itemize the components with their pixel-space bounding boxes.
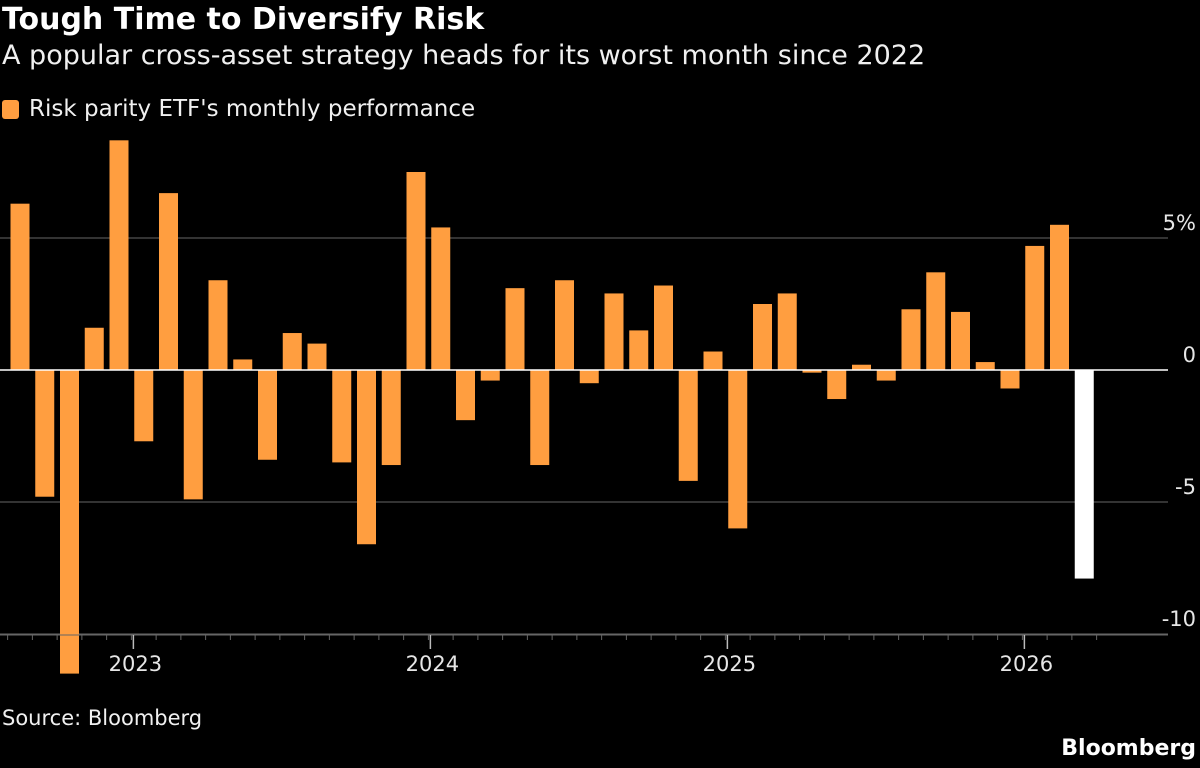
- bar: [555, 280, 574, 370]
- bar: [35, 370, 55, 497]
- bar: [505, 288, 525, 370]
- bar: [332, 370, 352, 463]
- y-tick-label: 0: [1183, 343, 1196, 367]
- bar: [926, 272, 946, 370]
- bar: [233, 359, 253, 370]
- legend-swatch: [2, 99, 19, 119]
- x-tick-label: 2023: [109, 652, 162, 676]
- bar: [876, 370, 896, 381]
- y-tick-label: -5: [1175, 475, 1196, 499]
- bar: [84, 327, 104, 370]
- bar: [357, 370, 376, 545]
- bar: [183, 370, 203, 500]
- legend-label: Risk parity ETF's monthly performance: [29, 96, 476, 122]
- bar: [728, 370, 748, 529]
- bar: [1050, 224, 1069, 370]
- bar: [1074, 370, 1094, 579]
- y-tick-label: -10: [1162, 607, 1196, 631]
- x-tick-label: 2024: [406, 652, 459, 676]
- brand-logo: Bloomberg: [1061, 736, 1196, 761]
- bar: [109, 140, 129, 370]
- bar: [159, 193, 178, 370]
- bar: [480, 370, 500, 381]
- bar: [654, 285, 673, 370]
- y-tick-label: 5%: [1163, 211, 1196, 235]
- bar: [1000, 370, 1020, 389]
- bar: [208, 280, 228, 370]
- bar: [951, 311, 970, 370]
- bar: [10, 203, 30, 370]
- bar: [456, 370, 475, 421]
- bar: [901, 309, 921, 370]
- chart-subtitle: A popular cross-asset strategy heads for…: [2, 40, 926, 71]
- bar: [134, 370, 154, 442]
- bar: [678, 370, 698, 481]
- bar: [307, 343, 327, 370]
- chart-title: Tough Time to Diversify Risk: [2, 2, 485, 37]
- legend: Risk parity ETF's monthly performance: [2, 96, 475, 122]
- bar: [60, 370, 79, 674]
- bar: [258, 370, 277, 460]
- x-tick-label: 2025: [703, 652, 756, 676]
- bar: [629, 330, 649, 370]
- bar: [703, 351, 723, 370]
- bar: [1025, 245, 1045, 370]
- source-note: Source: Bloomberg: [2, 706, 203, 730]
- bar: [431, 227, 451, 370]
- bar-chart: 5% 0 -5 -10 2023 2024 2025 2026: [0, 140, 1196, 676]
- bar: [852, 364, 871, 370]
- bar: [406, 172, 426, 370]
- bar: [827, 370, 847, 400]
- bar: [530, 370, 550, 466]
- bar: [381, 370, 401, 466]
- x-tick-label: 2026: [1000, 652, 1053, 676]
- bar: [777, 293, 797, 370]
- bar: [604, 293, 624, 370]
- bar: [975, 362, 995, 370]
- bar: [802, 370, 822, 373]
- bar: [753, 304, 772, 370]
- bar: [579, 370, 599, 384]
- bar: [282, 333, 302, 370]
